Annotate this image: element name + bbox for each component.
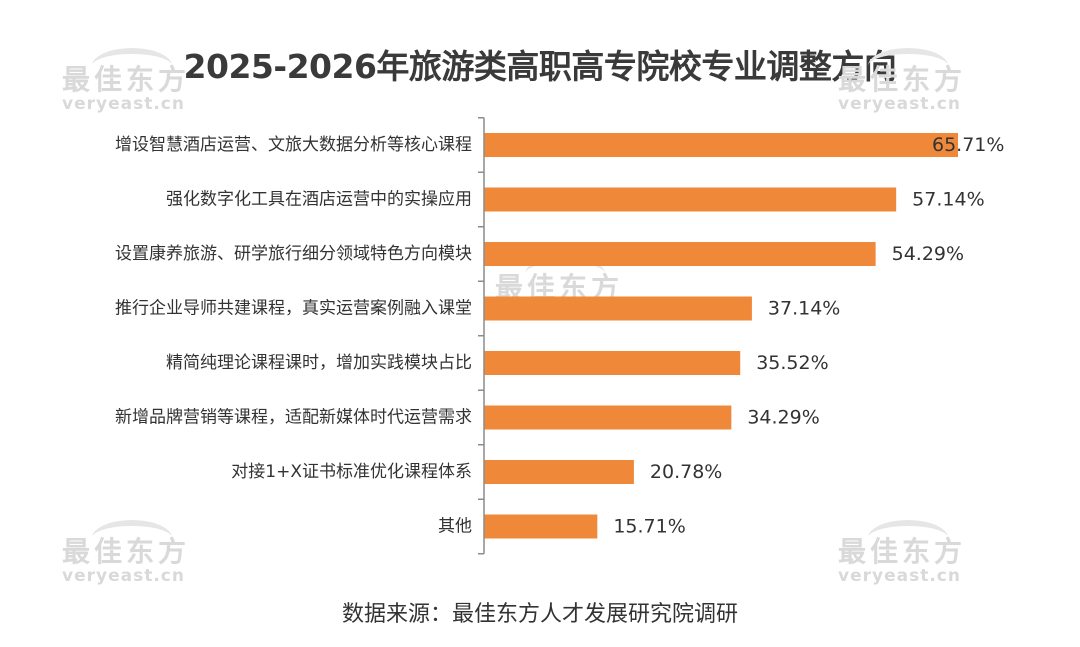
bar bbox=[484, 405, 732, 430]
bar bbox=[484, 296, 752, 321]
value-label: 20.78% bbox=[650, 461, 722, 483]
bar bbox=[484, 351, 741, 375]
category-label: 增设智慧酒店运营、文旅大数据分析等核心课程 bbox=[115, 135, 472, 155]
bars-group bbox=[484, 133, 958, 539]
category-labels-group: 增设智慧酒店运营、文旅大数据分析等核心课程强化数字化工具在酒店运营中的实操应用设… bbox=[115, 135, 472, 537]
value-label: 54.29% bbox=[892, 243, 964, 265]
chart-title: 2025-2026年旅游类高职高专院校专业调整方向 bbox=[183, 47, 897, 86]
value-label: 34.29% bbox=[747, 407, 819, 429]
category-label: 精简纯理论课程课时，增加实践模块占比 bbox=[166, 353, 472, 373]
value-label: 37.14% bbox=[768, 298, 840, 320]
value-label: 15.71% bbox=[613, 516, 685, 538]
data-source-note: 数据来源：最佳东方人才发展研究院调研 bbox=[341, 602, 738, 627]
bar bbox=[484, 187, 897, 212]
value-labels-group: 65.71% 57.14% 54.29% 37.14% 35.52% 34.29% 20.7… bbox=[613, 134, 1004, 538]
bar bbox=[484, 242, 876, 266]
value-label: 65.71% bbox=[932, 134, 1004, 156]
category-label: 对接1+X证书标准优化课程体系 bbox=[231, 462, 472, 482]
category-label: 设置康养旅游、研学旅行细分领域特色方向模块 bbox=[115, 244, 472, 264]
category-label: 新增品牌营销等课程，适配新媒体时代运营需求 bbox=[115, 408, 472, 428]
value-label: 57.14% bbox=[912, 189, 984, 211]
category-label: 其他 bbox=[438, 517, 472, 537]
value-label: 35.52% bbox=[756, 352, 828, 374]
y-axis-group bbox=[478, 117, 485, 555]
category-label: 强化数字化工具在酒店运营中的实操应用 bbox=[166, 190, 472, 210]
category-label: 推行企业导师共建课程，真实运营案例融入课堂 bbox=[115, 299, 472, 319]
bar bbox=[484, 133, 958, 157]
bar bbox=[484, 514, 598, 539]
bar bbox=[484, 460, 634, 484]
